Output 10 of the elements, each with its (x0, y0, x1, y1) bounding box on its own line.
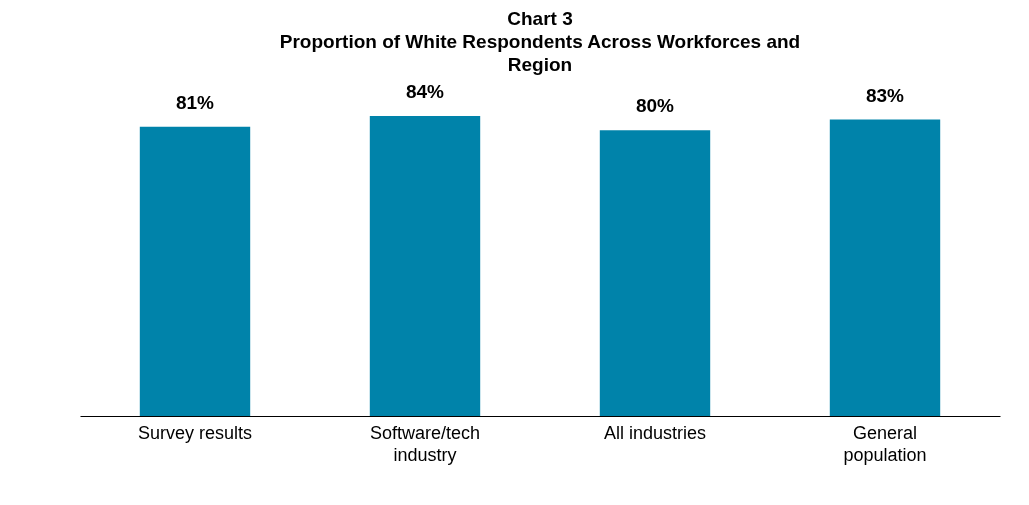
data-label: 81% (175, 91, 215, 113)
x-tick-label: Survey results (137, 422, 253, 443)
data-label: 84% (405, 81, 445, 102)
chart-subtitle: Proportion of White Respondents Across Workforces and Region (279, 31, 801, 75)
x-tick-label: Software/tech industry (369, 422, 481, 465)
data-label: 80% (635, 95, 675, 117)
x-tick-label: All industries (603, 422, 707, 443)
chart-title: Chart 3 (507, 8, 573, 29)
data-label: 83% (865, 84, 905, 106)
x-tick-label: General population (843, 422, 927, 465)
